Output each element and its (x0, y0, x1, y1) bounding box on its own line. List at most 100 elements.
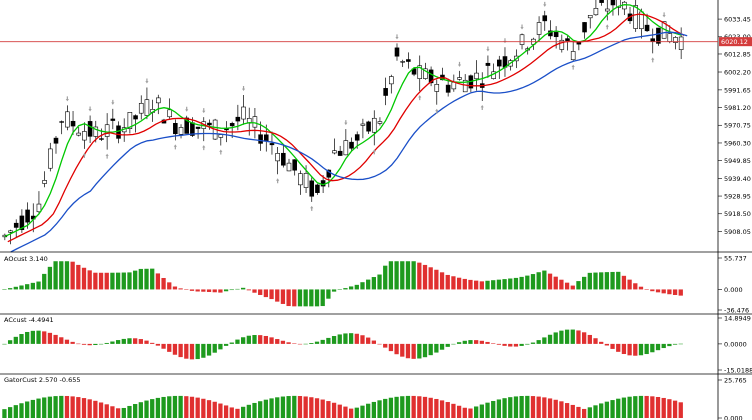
histogram-bar (445, 402, 450, 418)
histogram-bar (189, 289, 195, 291)
candle-body (275, 153, 280, 162)
histogram-bar (19, 403, 24, 418)
candle-body (263, 134, 269, 142)
histogram-bar (434, 343, 439, 353)
osc-tick-label: -36.476 (724, 306, 749, 314)
histogram-bar (269, 337, 274, 344)
candle-body (76, 132, 82, 136)
histogram-bar (667, 343, 672, 347)
osc-tick-label: 25.765 (724, 376, 747, 384)
histogram-bar (263, 399, 269, 418)
candle-body (13, 222, 19, 228)
candle-body (656, 27, 661, 44)
histogram-bar (479, 281, 484, 290)
histogram-bar (161, 396, 166, 418)
histogram-bar (553, 276, 558, 290)
candle-body (423, 68, 428, 79)
histogram-bar (110, 341, 115, 344)
histogram-bar (2, 343, 7, 345)
candle-body (178, 127, 184, 135)
histogram-bar (331, 402, 337, 418)
histogram-bar (19, 285, 24, 290)
histogram-bar (150, 399, 155, 418)
ao-histogram (2, 261, 683, 307)
histogram-bar (150, 342, 155, 344)
histogram-bar (93, 400, 98, 418)
candle-body (82, 131, 87, 141)
histogram-bar (320, 339, 325, 344)
histogram-bar (195, 397, 200, 418)
histogram-bar (644, 395, 649, 418)
fractal-down-arrow (418, 95, 422, 101)
histogram-bar (326, 289, 331, 299)
histogram-bar (485, 402, 490, 418)
histogram-bar (633, 283, 638, 290)
histogram-bar (377, 274, 382, 290)
histogram-bar (297, 343, 303, 345)
histogram-bar (479, 340, 484, 344)
histogram-bar (309, 397, 314, 418)
histogram-bar (133, 338, 138, 344)
histogram-bar (485, 341, 490, 344)
candle-body (127, 112, 133, 129)
histogram-bar (13, 336, 18, 344)
histogram-bar (519, 276, 524, 290)
histogram-bar (576, 281, 581, 290)
histogram-bar (383, 265, 388, 290)
histogram-bar (553, 399, 558, 418)
candle-body (48, 148, 53, 169)
histogram-bar (417, 343, 422, 359)
histogram-bar (536, 340, 541, 344)
histogram-bar (25, 331, 30, 344)
histogram-bar (525, 395, 530, 418)
histogram-bar (30, 399, 35, 418)
histogram-bar (309, 289, 314, 307)
histogram-bar (672, 400, 678, 418)
histogram-bar (286, 289, 291, 307)
histogram-bar (229, 289, 234, 291)
histogram-bar (235, 288, 240, 290)
histogram-bar (64, 339, 70, 344)
histogram-bar (388, 261, 394, 290)
histogram-bar (331, 336, 337, 344)
histogram-bar (655, 289, 661, 293)
histogram-bar (434, 398, 439, 418)
candle-body (337, 150, 343, 156)
candle-body (673, 37, 678, 43)
ac-panel[interactable]: ACcust -4.4941 14.8949 0.0000 -15.0188 (2, 314, 752, 374)
histogram-bar (394, 343, 399, 355)
fractal-down-arrow (276, 178, 280, 184)
histogram-bar (7, 340, 13, 344)
candle-body (235, 116, 241, 122)
candle-body (360, 123, 366, 126)
histogram-bar (229, 342, 234, 344)
histogram-bar (559, 401, 564, 418)
histogram-bar (161, 277, 166, 290)
osc-tick-label: 55.737 (724, 254, 747, 262)
histogram-bar (178, 343, 183, 358)
fractal-up-arrow (543, 1, 547, 7)
histogram-bar (241, 287, 246, 290)
ao-panel[interactable]: AOcust 3.140 55.737 0.000 -36.476 (2, 254, 749, 314)
histogram-bar (474, 340, 479, 344)
histogram-bar (650, 289, 655, 292)
candle-body (570, 51, 576, 61)
fractal-up-arrow (145, 78, 149, 84)
candle-body (678, 36, 684, 50)
histogram-bar (337, 334, 342, 344)
current-price-label: 6020.12 (721, 38, 748, 46)
candle-body (604, 8, 610, 12)
histogram-bar (530, 396, 536, 418)
histogram-bar (133, 404, 138, 418)
histogram-bar (621, 275, 627, 290)
fractal-up-arrow (344, 120, 348, 126)
histogram-bar (661, 289, 666, 294)
histogram-bar (127, 405, 132, 418)
histogram-bar (502, 343, 507, 346)
histogram-bar (309, 343, 314, 344)
histogram-bar (348, 333, 354, 344)
histogram-bar (479, 404, 484, 418)
gator-panel[interactable]: GatorCust 2.570 -0.655 25.765 0.000 (2, 376, 747, 420)
